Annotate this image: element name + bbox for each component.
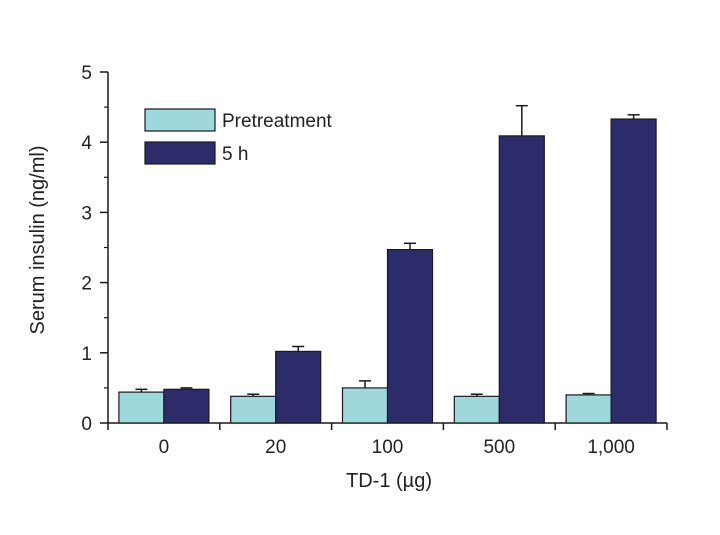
x-tick-label: 0 [159, 437, 170, 458]
bar-pretreatment-0 [118, 391, 165, 424]
y-tick-label: 5 [81, 63, 92, 84]
bar-5h-4 [610, 118, 657, 424]
x-axis: 0 20 100 500 1,000 [107, 422, 668, 458]
y-tick-label: 2 [81, 274, 92, 295]
x-tick-label: 20 [265, 437, 286, 458]
bar-5h-1 [275, 350, 322, 424]
bar-pretreatment-3 [453, 395, 500, 424]
bar-pretreatment-1 [230, 395, 277, 424]
y-tick-label: 4 [81, 133, 92, 154]
x-axis-title: TD-1 (µg) [346, 470, 432, 492]
legend-label: Pretreatment [222, 111, 333, 132]
x-tick-label: 1,000 [587, 437, 635, 458]
x-tick-label: 500 [483, 437, 515, 458]
bar-5h-3 [498, 135, 545, 424]
legend: Pretreatment 5 h [144, 108, 333, 165]
bar-pretreatment-2 [341, 387, 389, 424]
y-tick-label: 1 [81, 344, 92, 365]
bar-5h-2 [386, 249, 434, 424]
legend-label: 5 h [222, 144, 248, 165]
bars [118, 104, 657, 424]
legend-swatch [144, 141, 216, 165]
bar-5h-0 [163, 388, 210, 424]
y-axis-title: Serum insulin (ng/ml) [27, 146, 49, 335]
bar-pretreatment-4 [565, 394, 612, 424]
x-tick-label: 100 [372, 437, 404, 458]
y-axis: 0 1 2 3 4 5 [81, 63, 109, 435]
y-tick-label: 3 [81, 203, 92, 224]
legend-swatch [144, 108, 216, 132]
y-tick-label: 0 [81, 414, 92, 435]
